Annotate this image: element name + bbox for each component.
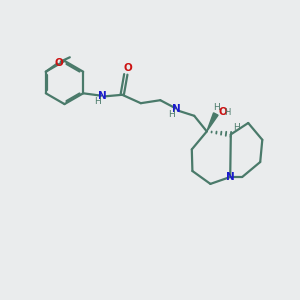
- Text: H: H: [94, 97, 101, 106]
- Text: H: H: [168, 110, 175, 119]
- Text: O: O: [124, 63, 132, 74]
- Text: N: N: [172, 104, 181, 114]
- Text: H: H: [225, 108, 231, 117]
- Text: O: O: [54, 58, 63, 68]
- Text: H: H: [233, 123, 240, 132]
- Text: N: N: [226, 172, 235, 182]
- Polygon shape: [207, 113, 218, 131]
- Text: N: N: [98, 91, 107, 101]
- Text: O: O: [218, 107, 227, 117]
- Text: H: H: [213, 103, 220, 112]
